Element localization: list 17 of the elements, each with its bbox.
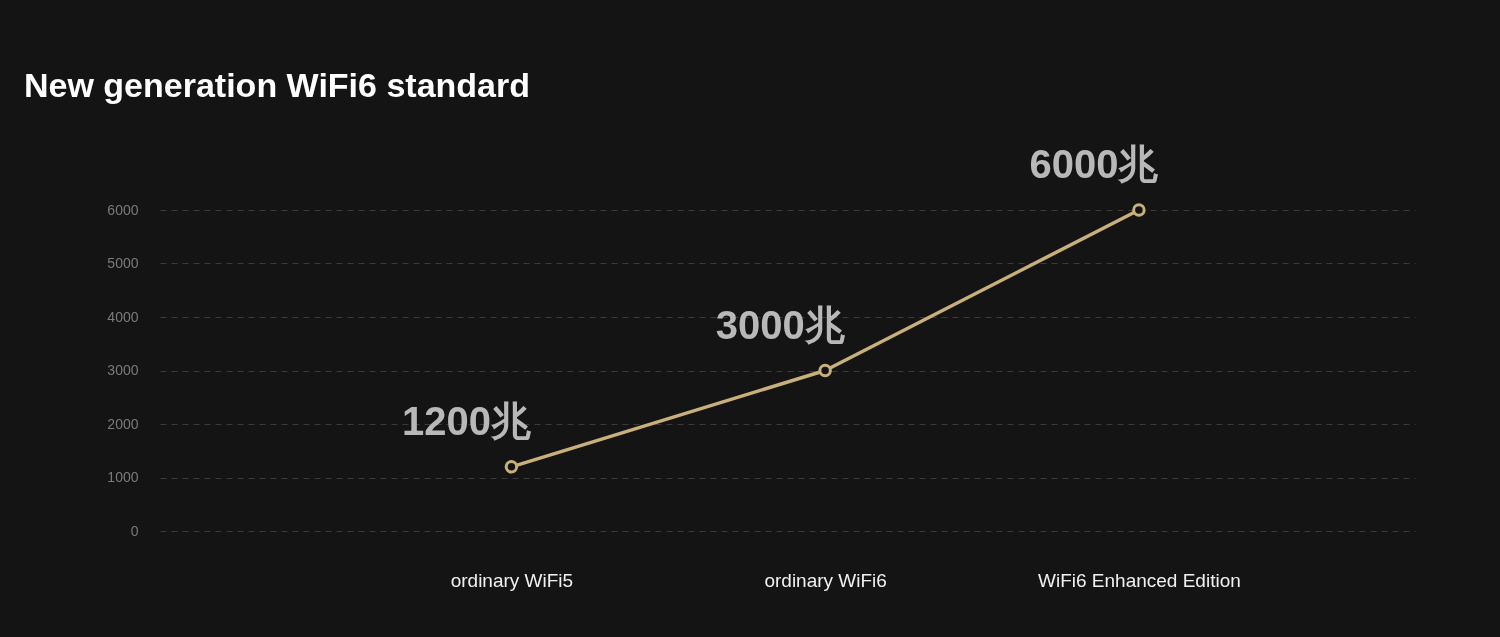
y-tick-label: 2000 — [107, 415, 139, 432]
y-tick-label: 0 — [130, 522, 139, 539]
point — [1132, 203, 1146, 217]
x-tick-label: WiFi6 Enhanced Edition — [1038, 569, 1241, 591]
data-label: 1200兆 — [401, 398, 531, 443]
y-tick-label: 3000 — [107, 362, 139, 378]
y-tick-label: 5000 — [107, 255, 139, 271]
y-tick-label: 6000 — [107, 201, 139, 218]
point — [818, 363, 832, 378]
y-tick-label: 4000 — [107, 308, 139, 325]
data-label: 3000兆 — [715, 302, 845, 347]
data-label: 6000兆 — [1029, 142, 1159, 186]
x-tick-label: ordinary WiFi5 — [450, 569, 574, 591]
y-tick-label: 1000 — [107, 469, 139, 485]
point — [504, 460, 519, 474]
chart-title: New generation WiFi6 standard — [24, 66, 530, 105]
x-tick-label: ordinary WiFi6 — [764, 569, 887, 591]
